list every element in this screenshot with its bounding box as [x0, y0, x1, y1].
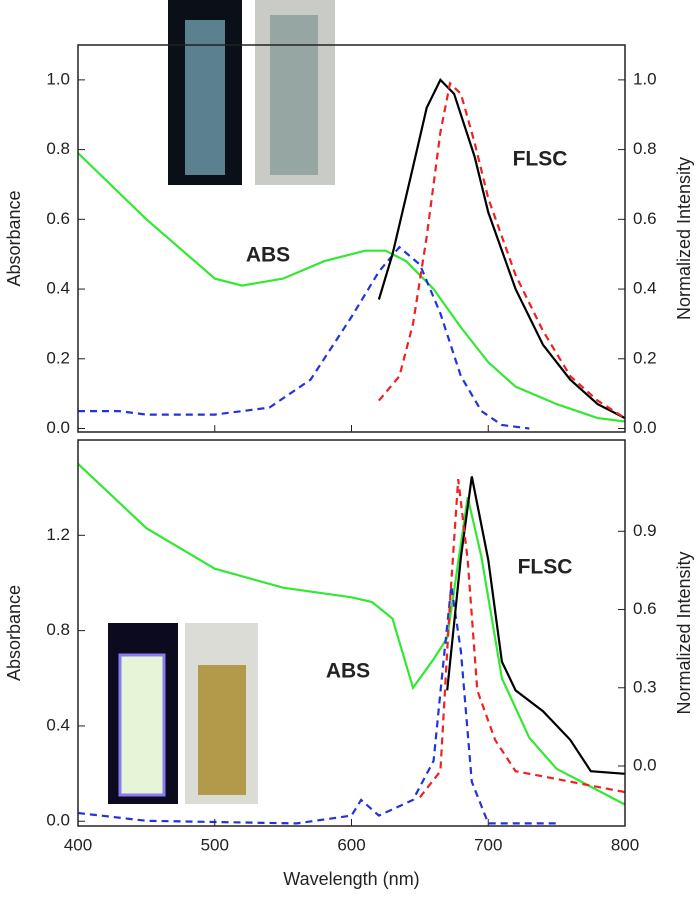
- y2-tick-label: 0.6: [633, 599, 657, 618]
- y-tick-label: 0.0: [46, 811, 70, 830]
- cuvette-glow: [185, 20, 225, 175]
- y2-tick-label: 0.0: [633, 418, 657, 437]
- data-line: [419, 478, 626, 798]
- y-tick-label: 1.0: [46, 69, 70, 88]
- y-tick-label: 0.0: [46, 418, 70, 437]
- annotation: FLSC: [518, 556, 573, 579]
- y-tick-label: 0.4: [46, 715, 70, 734]
- data-line: [78, 245, 530, 430]
- data-line: [77, 585, 557, 825]
- x-tick-label: 600: [337, 835, 365, 854]
- y-tick-label: 1.2: [46, 525, 70, 544]
- data-line: [378, 81, 626, 420]
- photos: [108, 0, 335, 804]
- data-line: [377, 78, 626, 420]
- cuvette-liquid: [198, 665, 246, 795]
- y-axis-label: Absorbance: [4, 190, 24, 286]
- y2-tick-label: 1.0: [633, 69, 657, 88]
- y-tick-label: 0.2: [46, 348, 70, 367]
- plot-frame: [77, 44, 626, 433]
- y2-axis-label: Normalized Intensity: [674, 551, 694, 714]
- y2-tick-label: 0.4: [633, 279, 657, 298]
- y2-tick-label: 0.6: [633, 209, 657, 228]
- cuvette-liquid: [270, 15, 318, 175]
- x-tick-label: 700: [474, 835, 502, 854]
- data-line: [446, 476, 626, 775]
- x-tick-label: 800: [611, 835, 639, 854]
- y2-tick-label: 0.2: [633, 348, 657, 367]
- y-tick-label: 0.8: [46, 139, 70, 158]
- y2-tick-label: 0.0: [633, 755, 657, 774]
- y-axis-label: Absorbance: [4, 585, 24, 681]
- y2-tick-label: 0.8: [633, 139, 657, 158]
- x-tick-label: 400: [64, 835, 92, 854]
- y2-axis-label: Normalized Intensity: [674, 157, 694, 320]
- cuvette-glow: [118, 653, 166, 797]
- annotation: ABS: [246, 244, 290, 267]
- x-tick-label: 500: [201, 835, 229, 854]
- data-line: [77, 152, 626, 423]
- annotation: FLSC: [513, 148, 568, 171]
- y-tick-label: 0.8: [46, 620, 70, 639]
- y-tick-label: 0.6: [46, 209, 70, 228]
- y-tick-label: 0.4: [46, 279, 70, 298]
- y2-tick-label: 0.3: [633, 677, 657, 696]
- annotation: ABS: [326, 660, 370, 683]
- data-line: [77, 462, 626, 806]
- y2-tick-label: 0.9: [633, 521, 657, 540]
- x-axis-label: Wavelength (nm): [283, 869, 419, 889]
